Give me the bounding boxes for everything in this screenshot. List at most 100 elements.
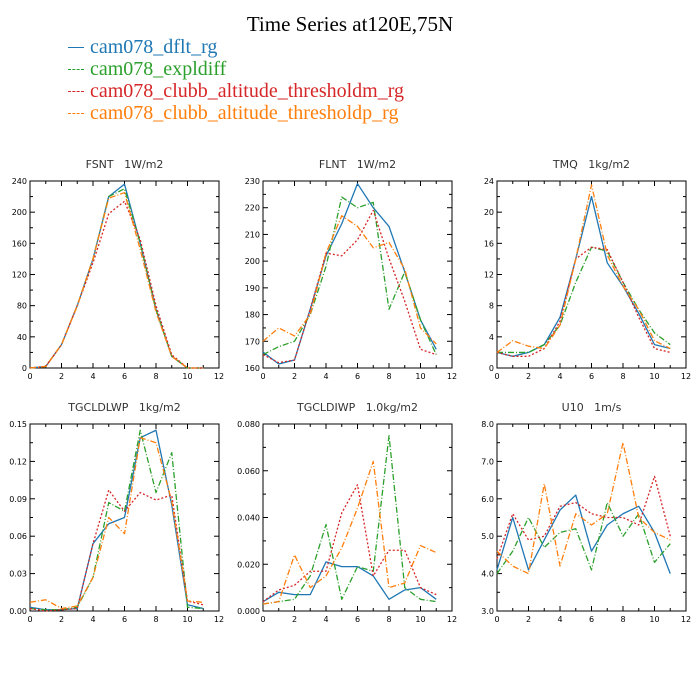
chart-title: FSNT 1W/m2 — [86, 158, 164, 171]
series-line-cam078-expldiff — [497, 246, 671, 354]
y-tick-label: 190 — [245, 284, 260, 293]
y-tick-label: 12 — [484, 271, 494, 280]
y-tick-label: 8.0 — [481, 420, 494, 429]
x-tick-label: 8 — [153, 615, 158, 624]
x-tick-label: 8 — [620, 372, 625, 381]
y-tick-label: 0.020 — [237, 560, 260, 569]
x-tick-label: 0 — [27, 615, 32, 624]
y-tick-label: 16 — [484, 239, 494, 248]
y-tick-label: 160 — [12, 239, 27, 248]
x-tick-label: 0 — [260, 615, 265, 624]
y-tick-label: 0 — [489, 364, 494, 373]
series-line-cam078-clubb-altitude-thresholdm-rg — [29, 489, 204, 612]
x-tick-label: 10 — [649, 615, 659, 624]
series-line-cam078-clubb-altitude-thresholdm-rg — [496, 246, 671, 357]
y-tick-label: 3.0 — [481, 607, 494, 616]
series-line-cam078-dflt-rg — [29, 183, 204, 369]
legend-line-icon — [68, 68, 84, 70]
legend-label: cam078_expldiff — [90, 58, 227, 80]
legend-line-icon — [68, 112, 84, 114]
series-line-cam078-dflt-rg — [262, 183, 437, 365]
plot-frame — [262, 423, 453, 612]
y-tick-label: 200 — [245, 257, 260, 266]
chart-panel-tgcldlwp: TGCLDLWP 1kg/m2 0 2 4 6 8 10 12 0.00 0.03 0.06 0.09… — [9, 401, 224, 624]
x-tick-label: 10 — [182, 615, 192, 624]
chart-title: TMQ 1kg/m2 — [552, 158, 630, 171]
x-tick-label: 6 — [589, 615, 594, 624]
y-tick-label: 5.0 — [481, 532, 494, 541]
x-tick-label: 0 — [260, 372, 265, 381]
y-tick-label: 0.060 — [237, 467, 260, 476]
series-line-cam078-expldiff — [262, 196, 437, 356]
chart-panel-flnt: FLNT 1W/m2 0 2 4 6 8 10 12 160 170 180 190 200 210 220… — [245, 158, 457, 381]
legend-line-icon — [68, 46, 84, 48]
x-tick-label: 6 — [355, 372, 360, 381]
plot-frame — [496, 180, 687, 369]
legend-label: cam078_clubb_altitude_thresholdm_rg — [90, 80, 405, 102]
x-tick-label: 12 — [681, 615, 691, 624]
y-tick-label: 0.080 — [237, 420, 260, 429]
y-tick-label: 230 — [245, 177, 260, 186]
x-tick-label: 12 — [447, 372, 457, 381]
x-tick-label: 4 — [323, 615, 328, 624]
y-tick-label: 8 — [489, 302, 494, 311]
series-line-cam078-dflt-rg — [496, 494, 671, 574]
y-tick-label: 0.06 — [9, 532, 27, 541]
x-tick-label: 0 — [27, 372, 32, 381]
x-tick-label: 2 — [59, 615, 64, 624]
figure-title: Time Series at120E,75N — [246, 12, 454, 36]
x-tick-label: 12 — [447, 615, 457, 624]
y-tick-label: 0.12 — [9, 457, 27, 466]
x-tick-label: 12 — [214, 615, 224, 624]
plot-frame — [496, 423, 687, 612]
legend-label: cam078_dflt_rg — [90, 36, 218, 58]
x-tick-label: 6 — [122, 372, 127, 381]
y-tick-label: 220 — [245, 204, 260, 213]
x-tick-label: 4 — [90, 615, 95, 624]
x-tick-label: 6 — [122, 615, 127, 624]
y-tick-label: 0.000 — [237, 607, 260, 616]
x-tick-label: 8 — [386, 615, 391, 624]
y-tick-label: 0.00 — [9, 607, 27, 616]
plot-frame — [262, 180, 453, 369]
x-tick-label: 12 — [214, 372, 224, 381]
series-line-cam078-clubb-altitude-thresholdm-rg — [262, 209, 437, 364]
x-tick-label: 4 — [323, 372, 328, 381]
y-tick-label: 24 — [484, 177, 494, 186]
chart-title: U10 1m/s — [562, 401, 622, 414]
legend-item-thresholdp: cam078_clubb_altitude_thresholdp_rg — [68, 102, 404, 124]
x-tick-label: 6 — [355, 615, 360, 624]
y-tick-label: 0.09 — [9, 495, 27, 504]
chart-title: TGCLDLWP 1kg/m2 — [67, 401, 180, 414]
series-line-cam078-expldiff — [29, 188, 204, 369]
legend-item-dflt: cam078_dflt_rg — [68, 36, 404, 58]
y-tick-label: 160 — [245, 364, 260, 373]
legend-item-expldiff: cam078_expldiff — [68, 58, 404, 80]
y-tick-label: 4 — [489, 333, 494, 342]
x-tick-label: 2 — [59, 372, 64, 381]
y-tick-label: 80 — [17, 302, 27, 311]
x-tick-label: 2 — [292, 372, 297, 381]
series-line-cam078-clubb-altitude-thresholdm-rg — [496, 475, 671, 559]
x-tick-label: 8 — [153, 372, 158, 381]
x-tick-label: 4 — [557, 372, 562, 381]
series-line-cam078-clubb-altitude-thresholdp-rg — [29, 192, 204, 369]
x-tick-label: 2 — [526, 615, 531, 624]
series-line-cam078-expldiff — [29, 429, 204, 611]
x-tick-label: 0 — [494, 372, 499, 381]
series-line-cam078-clubb-altitude-thresholdp-rg — [496, 442, 671, 575]
series-line-cam078-clubb-altitude-thresholdp-rg — [496, 184, 671, 353]
y-tick-label: 40 — [17, 333, 27, 342]
y-tick-label: 180 — [245, 311, 260, 320]
y-tick-label: 210 — [245, 230, 260, 239]
series-line-cam078-clubb-altitude-thresholdp-rg — [262, 215, 437, 345]
plot-frame — [29, 180, 220, 369]
series-line-cam078-expldiff — [496, 501, 671, 574]
x-tick-label: 2 — [526, 372, 531, 381]
series-line-cam078-clubb-altitude-thresholdp-rg — [262, 460, 437, 605]
series-line-cam078-clubb-altitude-thresholdm-rg — [262, 484, 437, 603]
y-tick-label: 200 — [12, 208, 27, 217]
x-tick-label: 10 — [649, 372, 659, 381]
